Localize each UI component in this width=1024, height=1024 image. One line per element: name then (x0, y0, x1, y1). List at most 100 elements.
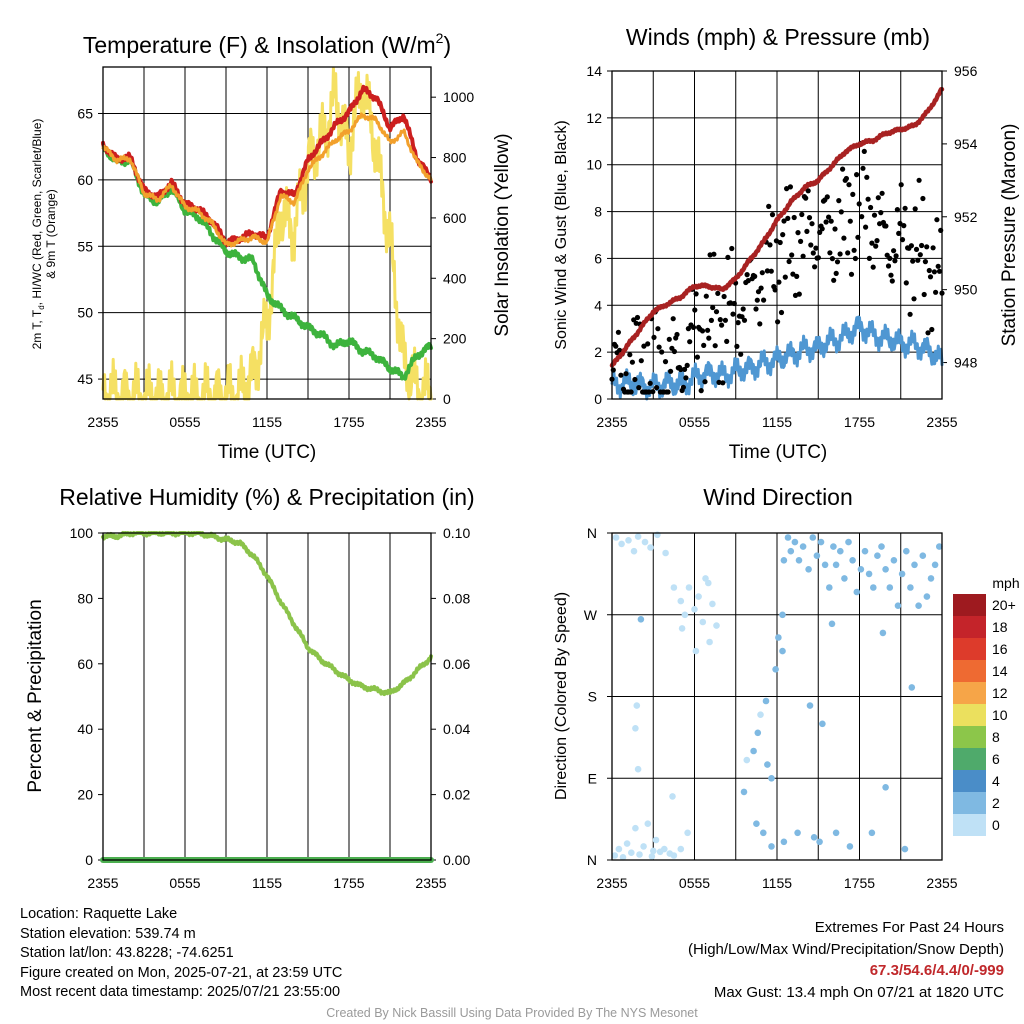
gust-point (840, 166, 846, 172)
gust-point (758, 285, 764, 291)
direction-point (640, 843, 647, 850)
gust-point (925, 330, 931, 336)
gust-point (894, 207, 901, 213)
wind-plot-border (611, 70, 943, 400)
gust-point (891, 248, 897, 254)
wind-ytick-label: 8 (594, 204, 602, 220)
gust-point (871, 212, 878, 218)
direction-point (632, 725, 639, 732)
gust-point (836, 198, 842, 204)
gust-point (730, 311, 736, 317)
gust-point (911, 296, 917, 302)
gust-point (854, 172, 860, 178)
direction-point (799, 543, 807, 550)
direction-point (857, 566, 865, 573)
temp-ytick-right-label: 1000 (443, 89, 474, 105)
direction-point (681, 611, 689, 619)
direction-point (846, 843, 854, 850)
colorbar-level-label: 6 (992, 751, 1000, 767)
rh-ytick-label: 40 (77, 721, 93, 737)
direction-point (709, 600, 716, 608)
gust-point (845, 250, 851, 256)
gust-point (899, 237, 906, 243)
direction-point (806, 702, 814, 709)
temp-ylabel-right: Solar Insolation (Yellow) (492, 133, 513, 336)
wind-ytick-label: 0 (594, 391, 602, 407)
direction-point (874, 552, 881, 559)
temp-ytick-label: 45 (77, 371, 93, 387)
gust-point (666, 336, 672, 342)
direction-point (662, 549, 669, 557)
direction-point (647, 544, 654, 551)
rh-ytick-right-label: 0.08 (443, 590, 470, 606)
gust-point (785, 215, 791, 221)
temp-xtick-label: 1155 (252, 414, 282, 430)
rh-xtick-label: 2355 (415, 875, 446, 891)
gust-point (897, 220, 903, 227)
direction-point (762, 697, 770, 705)
gust-point (883, 223, 889, 229)
gust-point (787, 184, 794, 190)
gust-point (896, 230, 902, 236)
gust-point (846, 182, 852, 188)
gust-point (627, 352, 633, 358)
gust-point (837, 251, 843, 257)
direction-point (927, 575, 935, 582)
dir-ytick-label: S (588, 689, 597, 705)
colorbar-swatch (953, 792, 986, 814)
gust-point (934, 217, 940, 223)
gust-point (782, 274, 788, 280)
gust-point (913, 246, 920, 252)
gust-point (674, 331, 680, 338)
direction-point (625, 537, 632, 544)
wind-speed-line (610, 315, 944, 401)
direction-points (611, 531, 943, 861)
max-gust: Max Gust: 13.4 mph On 07/21 at 1820 UTC (713, 983, 1004, 1001)
direction-point (772, 666, 779, 673)
gust-point (632, 376, 638, 383)
gust-point (929, 326, 935, 333)
gust-point (775, 319, 781, 325)
rh-ytick-label: 60 (77, 656, 93, 672)
dir-ylabel-left: Direction (Colored By Speed) (553, 592, 570, 800)
gust-point (720, 380, 726, 386)
gust-point (623, 371, 629, 377)
direction-point (661, 845, 668, 853)
direction-point (931, 561, 939, 569)
wind-ylabel-left: Sonic Wind & Gust (Blue, Black) (553, 120, 570, 349)
gust-point (832, 226, 838, 232)
rh-ylabel-left: Percent & Precipitation (25, 599, 46, 792)
direction-point (695, 593, 702, 600)
colorbar-swatch (953, 660, 986, 682)
direction-point (644, 820, 652, 827)
gust-point (790, 271, 796, 277)
gust-point (767, 242, 773, 248)
colorbar-level-label: 16 (992, 641, 1008, 657)
dir-chart-title: Wind Direction (703, 484, 853, 510)
gust-point (722, 317, 729, 323)
gust-point (713, 309, 720, 315)
wind-xtick-label: 1755 (844, 414, 875, 430)
gust-point (868, 204, 874, 211)
gust-point (903, 280, 909, 286)
gust-point (898, 182, 904, 188)
gust-point (769, 212, 776, 218)
gust-point (670, 316, 676, 322)
gust-point (701, 342, 707, 348)
gust-point (812, 264, 818, 270)
gust-point (804, 228, 810, 234)
gust-point (831, 277, 837, 283)
direction-point (636, 851, 643, 858)
temp-xtick-label: 1755 (333, 414, 364, 430)
direction-point (878, 543, 885, 550)
direction-point (784, 534, 792, 541)
wind-ytick-right-label: 948 (954, 355, 978, 371)
colorbar-swatch (953, 594, 986, 616)
gust-point (912, 206, 918, 212)
gust-point (865, 196, 871, 202)
dir-xtick-label: 1755 (844, 875, 875, 891)
colorbar-level-label: 2 (992, 795, 1000, 811)
temp-9m-line (101, 112, 433, 248)
direction-point (915, 602, 922, 609)
